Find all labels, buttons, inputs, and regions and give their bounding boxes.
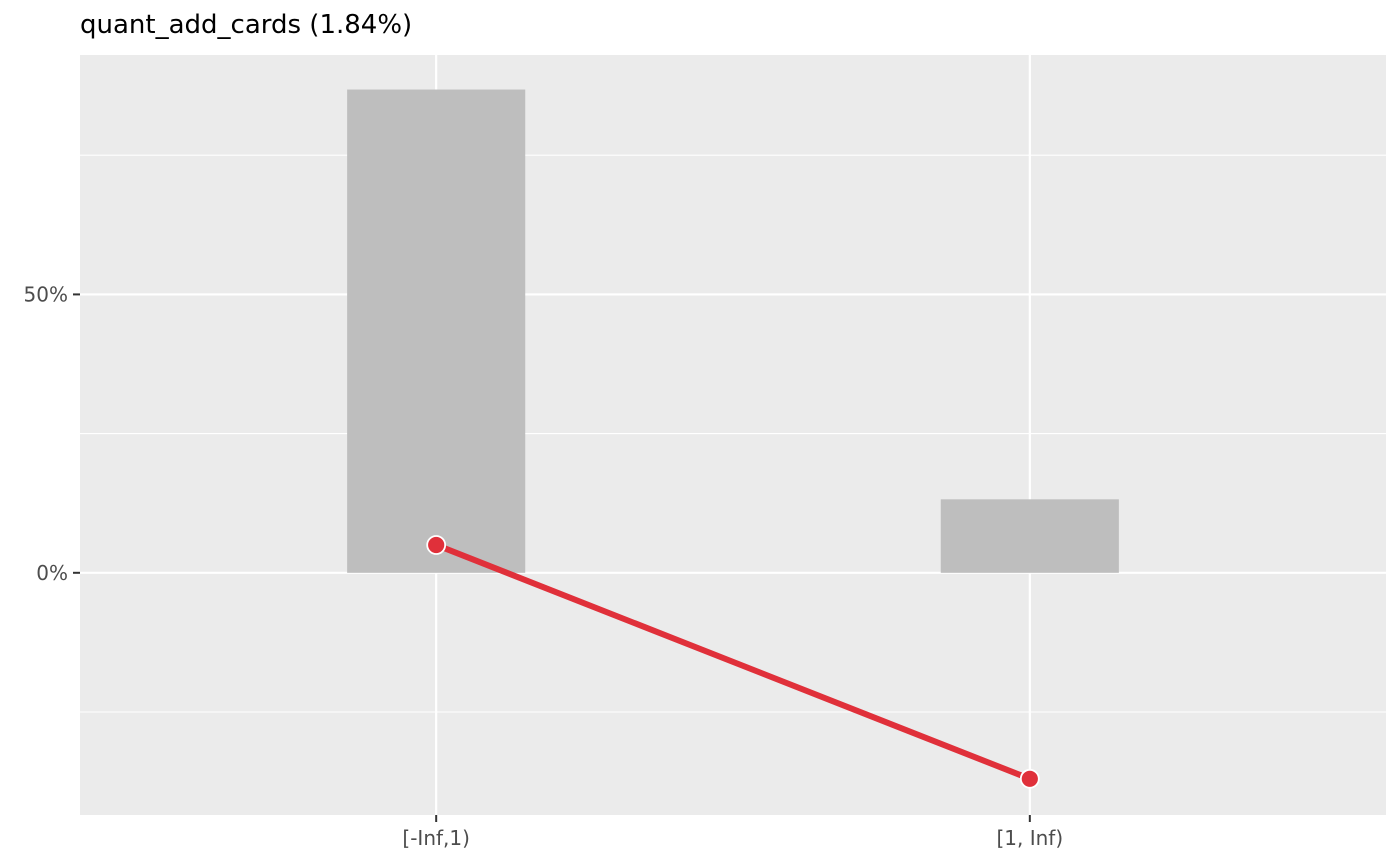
x-tick-label: [-Inf,1) [402, 826, 470, 850]
x-tick-label: [1, Inf) [996, 826, 1063, 850]
minor-grid-lines [80, 154, 1386, 713]
bar [940, 499, 1119, 573]
series-line [435, 542, 1031, 782]
bars [347, 89, 1119, 573]
bar [347, 89, 526, 573]
points [426, 535, 1040, 789]
y-axis: 0% 50% [24, 282, 80, 585]
y-tick-label: 0% [36, 561, 68, 585]
line-layer [435, 542, 1031, 782]
data-point [1019, 768, 1040, 789]
data-point [426, 535, 447, 555]
chart-title: quant_add_cards (1.84%) [80, 10, 413, 40]
y-tick-label: 50% [24, 282, 68, 306]
x-axis: [-Inf,1) [1, Inf) [402, 815, 1063, 850]
plot-panel [80, 55, 1386, 815]
